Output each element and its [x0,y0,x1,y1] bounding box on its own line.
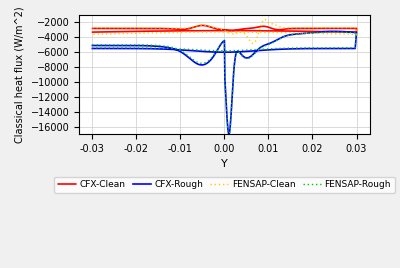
CFX-Rough [90,44,95,47]
CFX-Rough [277,37,282,40]
CFX-Clean [90,31,95,34]
FENSAP-Clean [207,24,212,28]
CFX-Rough [332,30,337,33]
FENSAP-Rough [90,43,95,46]
FENSAP-Clean [194,24,199,27]
Line: CFX-Clean: CFX-Clean [92,25,356,32]
FENSAP-Rough [285,34,290,37]
CFX-Clean [334,27,338,30]
FENSAP-Clean [90,26,95,29]
CFX-Rough [109,44,114,47]
FENSAP-Rough [90,46,95,49]
FENSAP-Clean [179,31,184,34]
Line: CFX-Rough: CFX-Rough [92,31,356,134]
Line: FENSAP-Rough: FENSAP-Rough [92,32,356,136]
FENSAP-Clean [293,31,298,35]
FENSAP-Clean [334,26,339,29]
CFX-Clean [354,31,359,34]
CFX-Rough [285,34,290,37]
FENSAP-Rough [275,39,280,42]
FENSAP-Clean [180,27,185,30]
CFX-Clean [179,29,184,32]
FENSAP-Rough [194,60,199,64]
X-axis label: Y: Y [221,159,228,169]
Legend: CFX-Clean, CFX-Rough, FENSAP-Clean, FENSAP-Rough: CFX-Clean, CFX-Rough, FENSAP-Clean, FENS… [54,177,395,193]
FENSAP-Clean [262,18,267,21]
FENSAP-Rough [216,47,220,50]
CFX-Rough [194,62,199,65]
FENSAP-Rough [277,38,282,41]
Line: FENSAP-Clean: FENSAP-Clean [92,19,356,43]
CFX-Clean [208,25,212,28]
Y-axis label: Classical heat flux (W/m^2): Classical heat flux (W/m^2) [15,6,25,143]
FENSAP-Rough [226,134,231,137]
CFX-Clean [90,27,95,30]
FENSAP-Rough [109,43,114,46]
CFX-Clean [200,24,205,27]
CFX-Rough [226,132,231,136]
FENSAP-Rough [332,31,337,34]
CFX-Rough [275,38,280,41]
CFX-Clean [293,29,298,33]
CFX-Rough [90,47,95,50]
CFX-Clean [180,28,185,31]
FENSAP-Clean [90,33,95,36]
CFX-Clean [194,25,199,28]
FENSAP-Clean [251,42,256,45]
CFX-Rough [216,48,220,51]
